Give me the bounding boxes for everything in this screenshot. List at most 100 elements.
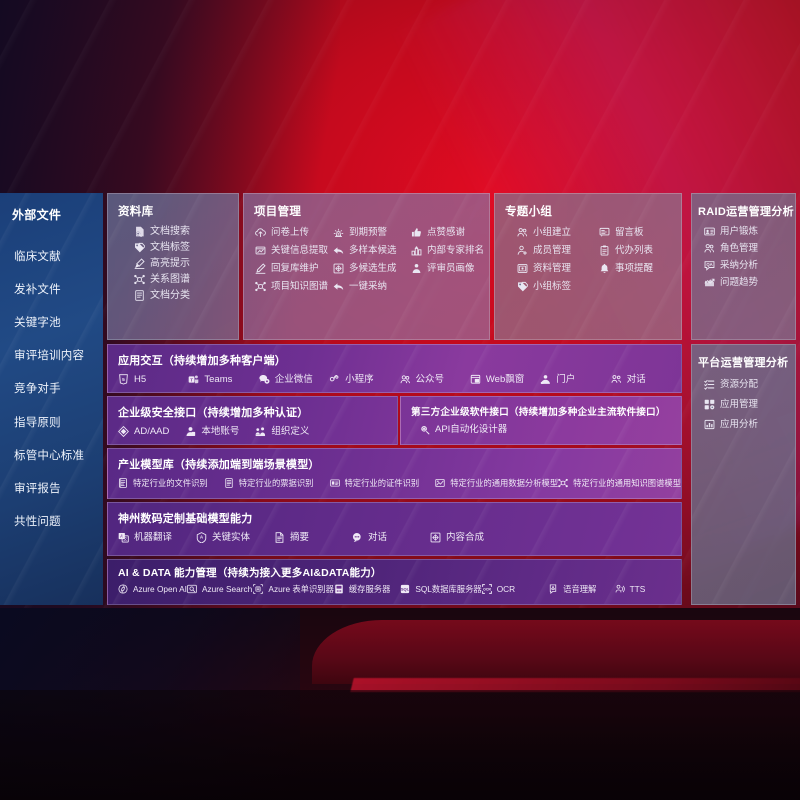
sidebar-item-common-issues[interactable]: 共性问题 — [14, 516, 61, 529]
ops-item-app-management[interactable]: 应用管理 — [704, 399, 795, 410]
pm-item-reviewer-profile[interactable]: 评审员画像 — [411, 263, 489, 274]
kb-item-highlight[interactable]: 高亮提示 — [134, 258, 238, 269]
tg-item-event-reminder[interactable]: 事项提醒 — [599, 263, 681, 274]
pm-item-reply-library[interactable]: 回复库维护 — [255, 263, 333, 274]
ops-item-app-analysis[interactable]: 应用分析 — [704, 419, 795, 430]
pm-label: 项目知识图谱 — [271, 280, 329, 292]
sidebar-item-review-report[interactable]: 审评报告 — [14, 482, 61, 495]
ad-label: Azure 表单识别器 — [268, 583, 334, 594]
extract-icon — [255, 245, 266, 256]
ad-item-azure-search[interactable]: Azure Search — [187, 584, 253, 594]
ai-item-dialog[interactable]: 对话 — [611, 374, 681, 385]
message-board-icon — [599, 227, 610, 238]
tg-item-material-management[interactable]: 资料管理 — [517, 263, 599, 274]
ai-label: 公众号 — [415, 373, 445, 385]
bm-item-dialog[interactable]: 对话 — [352, 532, 430, 543]
portal-icon — [540, 374, 551, 385]
tg-label: 小组建立 — [533, 226, 572, 238]
ops-item-resource-allocation[interactable]: 资源分配 — [704, 379, 795, 390]
raid-item-role-management[interactable]: 角色管理 — [704, 243, 795, 254]
tg-item-message-board[interactable]: 留言板 — [599, 227, 681, 238]
im-item-id-recognition[interactable]: 特定行业的证件识别 — [329, 478, 436, 488]
sec-item-ad-aad[interactable]: AD/AAD — [118, 426, 169, 437]
app-interaction-title: 应用交互（持续增加多种客户端） — [118, 355, 286, 367]
kb-label: 文档标签 — [150, 241, 190, 253]
ad-item-form-recognizer[interactable]: Azure 表单识别器 — [253, 583, 334, 594]
ad-label: 缓存服务器 — [348, 583, 391, 594]
sidebar-item-clinical-literature[interactable]: 临床文献 — [14, 250, 61, 263]
pm-item-multi-candidate-gen[interactable]: 多候选生成 — [333, 263, 411, 274]
arrow-back-icon — [333, 245, 344, 256]
band-ai-data: AI & DATA 能力管理（持续为接入更多AI&DATA能力） Azure O… — [107, 559, 682, 605]
tg-item-todo-list[interactable]: 代办列表 — [599, 245, 681, 256]
bm-item-summary[interactable]: 摘要 — [274, 532, 352, 543]
tg-item-create-group[interactable]: 小组建立 — [517, 227, 599, 238]
bm-item-key-entity[interactable]: 关键实体 — [196, 532, 274, 543]
panel-topic-group: 专题小组 小组建立 留言板 成员管理 代办列表 资料管理 事项提醒 小组标签 — [494, 193, 682, 340]
im-item-receipt-recognition[interactable]: 特定行业的票据识别 — [224, 478, 330, 488]
third-party-items: API自动化设计器 — [401, 418, 681, 435]
pm-item-project-knowledge-graph[interactable]: 项目知识图谱 — [255, 281, 333, 292]
pm-label: 到期预警 — [349, 226, 388, 238]
sql-database-icon — [400, 584, 410, 594]
cache-server-icon — [334, 584, 344, 594]
sidebar-item-competitors[interactable]: 竞争对手 — [14, 383, 61, 396]
tp-item-api-designer[interactable]: API自动化设计器 — [419, 424, 507, 435]
sec-item-org-define[interactable]: 组织定义 — [255, 426, 309, 437]
sec-item-local-account[interactable]: 本地账号 — [185, 426, 239, 437]
file-recognition-icon — [118, 478, 128, 488]
tg-item-group-tag[interactable]: 小组标签 — [517, 281, 599, 292]
ad-item-sql-server[interactable]: SQL数据库服务器 — [400, 584, 482, 594]
im-item-file-recognition[interactable]: 特定行业的文件识别 — [118, 478, 224, 488]
ai-item-portal[interactable]: 门户 — [540, 374, 610, 385]
data-analysis-icon — [435, 478, 445, 488]
pm-item-questionnaire-upload[interactable]: 问卷上传 — [255, 227, 333, 238]
ai-item-wecom[interactable]: 企业微信 — [259, 374, 329, 385]
pm-item-key-info-extract[interactable]: 关键信息提取 — [255, 245, 333, 256]
pm-label: 回复库维护 — [271, 262, 319, 274]
highlighter-icon — [134, 258, 145, 269]
ad-item-tts[interactable]: TTS — [615, 584, 681, 594]
kb-item-document-tag[interactable]: 文档标签 — [134, 242, 238, 253]
raid-item-user-training[interactable]: 用户锻炼 — [704, 226, 795, 237]
ad-item-cache-server[interactable]: 缓存服务器 — [334, 584, 400, 594]
ad-item-azure-openai[interactable]: Azure Open AI — [118, 584, 187, 594]
sidebar-item-keyword-pool[interactable]: 关键字池 — [14, 316, 61, 329]
pm-label: 点赞感谢 — [427, 226, 466, 238]
ai-item-miniprogram[interactable]: 小程序 — [329, 374, 399, 385]
sidebar-item-supplement-file[interactable]: 发补文件 — [14, 283, 61, 296]
sidebar-item-guidelines[interactable]: 指导原则 — [14, 416, 61, 429]
raid-item-issue-trend[interactable]: 问题趋势 — [704, 277, 795, 288]
ai-item-teams[interactable]: Teams — [188, 374, 258, 385]
ai-item-official-account[interactable]: 公众号 — [400, 374, 470, 385]
kb-label: 文档分类 — [150, 289, 190, 301]
pm-item-multi-sample-candidate[interactable]: 多样本候选 — [333, 245, 411, 256]
ad-item-speech-understanding[interactable]: 语音理解 — [548, 584, 614, 594]
kb-item-document-classify[interactable]: 文档分类 — [134, 290, 238, 301]
band-base-model: 神州数码定制基础模型能力 机器翻译 关键实体 摘要 对话 内容合成 — [107, 502, 682, 556]
bm-label: 机器翻译 — [134, 531, 173, 543]
im-item-data-analysis-model[interactable]: 特定行业的通用数据分析模型 — [435, 478, 558, 488]
kb-item-relation-graph[interactable]: 关系图谱 — [134, 274, 238, 285]
trend-chart-icon — [704, 277, 715, 288]
bm-item-machine-translation[interactable]: 机器翻译 — [118, 532, 196, 543]
platform-ops-items: 资源分配 应用管理 应用分析 — [692, 370, 795, 430]
ad-item-ocr[interactable]: OCR — [481, 584, 548, 594]
pm-item-expiry-alert[interactable]: 到期预警 — [333, 227, 411, 238]
pm-item-one-click-adopt[interactable]: 一键采纳 — [333, 281, 411, 292]
sidebar-item-standards-center[interactable]: 标管中心标准 — [14, 449, 85, 462]
ad-label: TTS — [629, 583, 646, 594]
thumbs-up-icon — [411, 227, 422, 238]
chat-icon — [352, 532, 363, 543]
ai-label: 小程序 — [345, 373, 374, 385]
pm-item-thanks[interactable]: 点赞感谢 — [411, 227, 489, 238]
im-item-knowledge-graph-model[interactable]: 特定行业的通用知识图谱模型 — [558, 478, 681, 488]
pm-item-expert-ranking[interactable]: 内部专家排名 — [411, 245, 489, 256]
sidebar-item-review-training[interactable]: 审评培训内容 — [14, 350, 85, 363]
bm-item-content-synthesis[interactable]: 内容合成 — [430, 532, 508, 543]
kb-item-document-search[interactable]: 文档搜索 — [134, 226, 238, 237]
tg-item-member-management[interactable]: 成员管理 — [517, 245, 599, 256]
ai-item-web-popup[interactable]: Web飘窗 — [470, 374, 540, 385]
ai-item-h5[interactable]: H5 — [118, 374, 188, 385]
raid-item-adoption-analysis[interactable]: 采纳分析 — [704, 260, 795, 271]
